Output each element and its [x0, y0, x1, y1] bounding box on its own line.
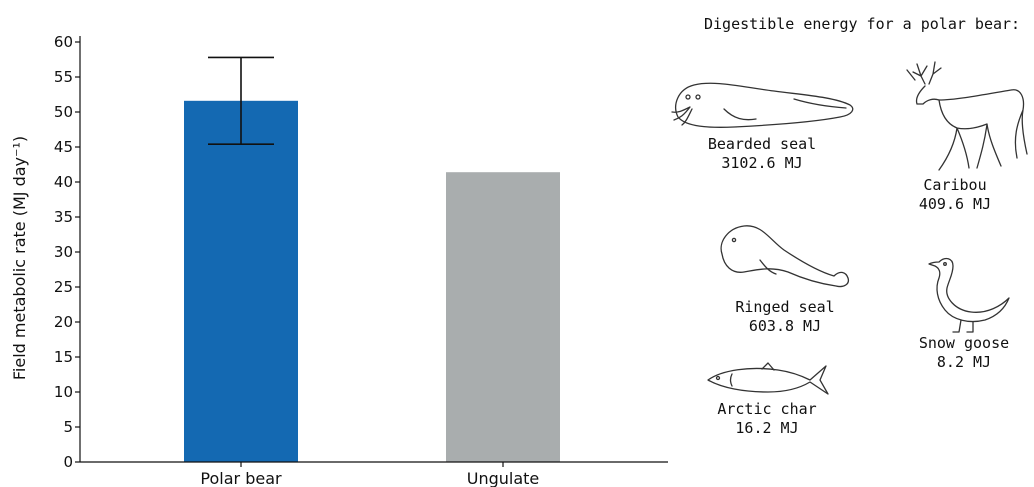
bar-polar-bear	[184, 100, 298, 463]
arctic-char-icon	[707, 362, 829, 395]
animal-name: Arctic char	[717, 400, 817, 418]
x-axis: Polar bear Ungulate	[80, 461, 668, 487]
y-tick-label: 20	[54, 313, 73, 331]
bar-chart: 0 5 10 15 20 25 30 35 40 45 50 55 60 Polar bear Ungul…	[10, 33, 668, 487]
bars	[184, 56, 560, 463]
animal-energy: 3102.6 MJ	[721, 154, 803, 172]
animal-energy: 8.2 MJ	[936, 353, 992, 371]
ringed-seal-icon	[720, 225, 850, 288]
animal-name: Bearded seal	[707, 135, 817, 153]
y-tick-label: 60	[54, 33, 73, 51]
x-tick-label: Polar bear	[200, 469, 282, 487]
y-tick-label: 5	[63, 418, 73, 436]
animal-arctic-char: Arctic char 16.2 MJ	[700, 360, 834, 438]
snow-goose-icon	[928, 257, 1010, 333]
y-tick-label: 35	[54, 208, 73, 226]
animal-snow-goose: Snow goose 8.2 MJ	[894, 250, 1034, 372]
caribou-icon	[906, 61, 1028, 171]
y-tick-label: 45	[54, 138, 73, 156]
y-tick-label: 10	[54, 383, 73, 401]
panel-title: Digestible energy for a polar bear:	[704, 15, 1021, 33]
energy-panel: Digestible energy for a polar bear: Bear…	[660, 0, 1034, 487]
y-tick-label: 25	[54, 278, 73, 296]
animal-bearded-seal: Bearded seal 3102.6 MJ	[664, 75, 860, 173]
animal-caribou: Caribou 409.6 MJ	[876, 58, 1034, 214]
y-tick-label: 15	[54, 348, 73, 366]
animal-name: Ringed seal	[735, 298, 835, 316]
animal-name: Caribou	[923, 176, 987, 194]
y-axis-label: Field metabolic rate (MJ day⁻¹)	[10, 136, 29, 380]
y-tick-label: 0	[63, 453, 73, 471]
animal-energy: 603.8 MJ	[748, 317, 822, 335]
y-tick-label: 40	[54, 173, 73, 191]
animal-energy: 409.6 MJ	[918, 195, 992, 213]
animal-name: Snow goose	[918, 334, 1010, 352]
animal-energy: 16.2 MJ	[735, 419, 799, 437]
bar-ungulate	[446, 172, 560, 462]
x-tick-label: Ungulate	[467, 469, 540, 487]
y-tick-label: 30	[54, 243, 73, 261]
y-axis: 0 5 10 15 20 25 30 35 40 45 50 55 60	[54, 33, 81, 471]
bearded-seal-icon	[671, 82, 854, 128]
y-tick-label: 55	[54, 68, 73, 86]
animal-ringed-seal: Ringed seal 603.8 MJ	[708, 210, 862, 336]
y-tick-label: 50	[54, 103, 73, 121]
